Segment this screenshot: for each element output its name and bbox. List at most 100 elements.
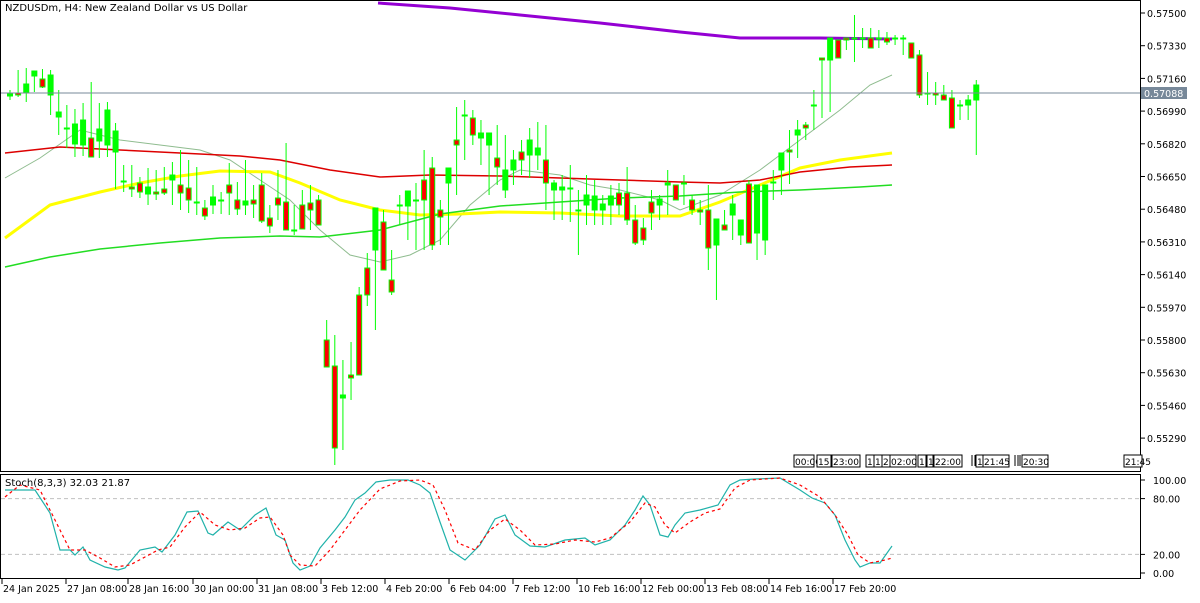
- bull-candle: [794, 129, 801, 136]
- bull-candle: [754, 184, 761, 234]
- stoch-axis-label: 80.00: [1153, 495, 1180, 506]
- bull-candle: [31, 70, 38, 77]
- stoch-axis-label: 20.00: [1153, 550, 1180, 561]
- bear-candle: [153, 191, 160, 195]
- bull-candle: [875, 37, 882, 40]
- time-marker-label: 20:30: [1023, 458, 1049, 468]
- current-price-badge: [1141, 87, 1187, 99]
- bull-candle: [762, 184, 769, 241]
- bear-candle: [786, 149, 793, 153]
- bear-candle: [258, 184, 265, 222]
- time-marker-box: [793, 454, 815, 468]
- bear-candle: [388, 279, 395, 293]
- price-label: 0.56820: [1147, 140, 1186, 151]
- bull-candle: [729, 203, 736, 216]
- time-marker-label: 1: [875, 458, 881, 468]
- time-label: 28 Jan 16:00: [129, 584, 189, 595]
- time-marker-label: 00:00: [795, 458, 821, 468]
- bear-candle: [218, 199, 225, 202]
- bull-candle: [23, 83, 30, 94]
- price-label: 0.57500: [1147, 9, 1186, 20]
- bear-candle: [908, 42, 915, 59]
- stoch-levels: [1, 498, 1140, 555]
- bull-candle: [413, 199, 419, 202]
- bull-candle: [145, 186, 152, 195]
- bull-candle: [965, 99, 972, 106]
- bear-candle: [721, 224, 728, 231]
- bull-candle: [713, 218, 720, 246]
- bull-candle: [104, 109, 111, 146]
- time-label: 12 Feb 00:00: [642, 584, 704, 595]
- time-marker-label: 2: [883, 458, 889, 468]
- bear-candle: [802, 124, 809, 129]
- time-label: 7 Feb 12:00: [514, 584, 570, 595]
- bear-candle: [331, 365, 338, 449]
- bull-candle: [242, 200, 249, 206]
- bull-candle: [169, 174, 176, 181]
- bull-candle: [120, 180, 127, 183]
- bear-candle: [348, 374, 355, 379]
- bull-candle: [551, 182, 558, 191]
- bull-candle: [71, 123, 78, 145]
- bear-candle: [640, 227, 647, 241]
- bull-candle: [607, 195, 614, 206]
- bear-candle: [274, 197, 281, 206]
- time-label: 27 Jan 08:00: [67, 584, 127, 595]
- time-marker-box: [889, 454, 917, 468]
- bear-candle: [39, 78, 46, 88]
- bull-candle: [63, 127, 70, 130]
- current-price-label: 0.57088: [1144, 89, 1183, 100]
- bear-candle: [421, 179, 428, 201]
- time-marker-label: 22:00: [935, 458, 961, 468]
- bear-candle: [315, 199, 322, 226]
- bear-candle: [916, 54, 923, 96]
- time-marker-box: [831, 454, 861, 468]
- bull-candle: [291, 229, 298, 232]
- time-label: 13 Feb 08:00: [706, 584, 768, 595]
- stoch-axis: 100.00 80.00 20.00 0.00: [1140, 476, 1186, 580]
- bear-candle: [542, 159, 549, 184]
- bull-candle: [599, 203, 606, 211]
- bull-candle: [372, 207, 379, 251]
- bear-candle: [469, 117, 476, 136]
- bear-candle: [567, 187, 574, 190]
- bull-candle: [526, 139, 533, 156]
- ma-line: [377, 1, 893, 41]
- price-label: 0.55630: [1147, 369, 1186, 380]
- time-marker-label: 23:00: [833, 458, 859, 468]
- stoch-panel-frame: [0, 474, 1141, 579]
- bull-candle: [575, 209, 582, 212]
- time-label: 4 Feb 20:00: [386, 584, 442, 595]
- bull-candle: [583, 194, 590, 206]
- bear-candle: [648, 201, 655, 214]
- bear-candle: [867, 37, 874, 49]
- bull-candle: [486, 132, 493, 146]
- bear-candle: [632, 219, 639, 244]
- time-label: 6 Feb 04:00: [450, 584, 506, 595]
- time-marker-box: [1021, 454, 1049, 468]
- bear-candle: [835, 39, 842, 59]
- bear-candle: [396, 204, 403, 207]
- time-marker-label: 02:00: [891, 458, 917, 468]
- time-marker-box: [917, 454, 927, 468]
- stoch-k-line: [5, 477, 893, 571]
- bull-candle: [664, 182, 671, 186]
- price-label: 0.55970: [1147, 303, 1186, 314]
- bear-candle: [201, 207, 208, 217]
- bear-candle: [356, 294, 363, 376]
- bear-candle: [843, 37, 850, 41]
- time-label: 3 Feb 12:00: [322, 584, 378, 595]
- bear-candle: [380, 221, 387, 271]
- price-label: 0.55800: [1147, 336, 1186, 347]
- bear-candle: [819, 57, 825, 61]
- time-marker-label: 1:: [919, 458, 928, 468]
- bull-candle: [210, 196, 216, 206]
- time-label: 31 Jan 08:00: [258, 584, 318, 595]
- time-marker-label: 21:45: [984, 458, 1010, 468]
- bull-candle: [47, 74, 54, 96]
- time-marker-label: 15:: [818, 458, 832, 468]
- bull-candle: [810, 104, 817, 107]
